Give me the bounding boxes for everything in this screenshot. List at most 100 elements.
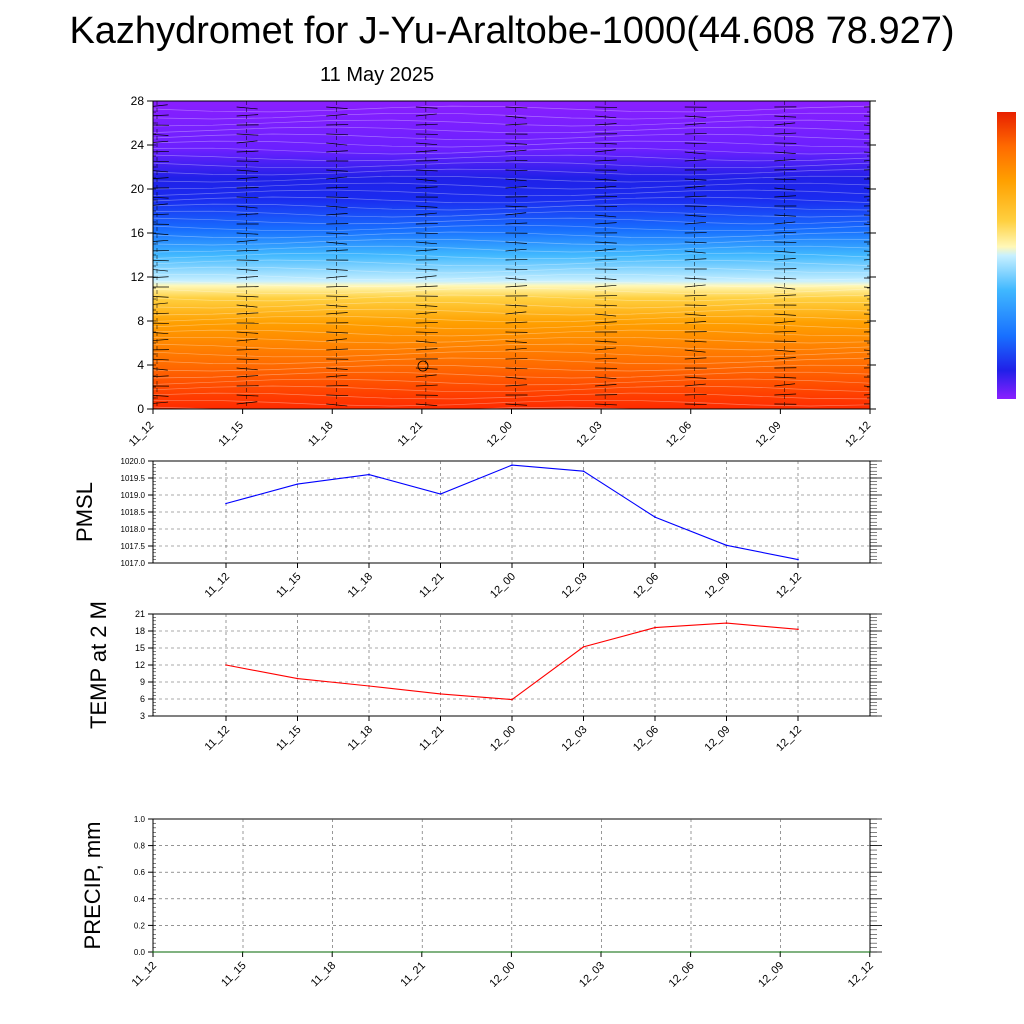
wind-barb: [415, 123, 438, 126]
wind-barb: [505, 205, 528, 208]
wind-barb: [863, 367, 870, 369]
wind-barb: [684, 250, 706, 254]
wind-barb: [863, 187, 870, 189]
wind-barb: [505, 115, 527, 119]
section-xtick-label: 12_09: [754, 419, 784, 449]
wind-barb: [684, 178, 707, 181]
wind-barb: [415, 322, 438, 324]
plot-frame: [152, 613, 871, 717]
wind-barb: [415, 311, 438, 315]
page-title: Kazhydromet for J-Yu-Araltobe-1000(44.60…: [69, 10, 955, 52]
wind-barb: [595, 340, 617, 343]
contour-line: [153, 273, 870, 281]
wind-barb: [595, 205, 618, 208]
wind-barb: [595, 196, 618, 198]
wind-barb: [415, 113, 437, 117]
wind-barb: [684, 321, 707, 324]
ytick-label: 1018.5: [121, 508, 146, 517]
wind-barb: [505, 259, 528, 261]
wind-barb: [774, 320, 796, 324]
wind-barb: [236, 114, 259, 117]
wind-barb: [153, 134, 169, 136]
wind-barb: [415, 186, 438, 189]
wind-barb: [153, 140, 169, 143]
data-point: [689, 951, 692, 953]
wind-barb: [684, 214, 707, 217]
wind-barb: [505, 304, 528, 307]
wind-barb: [684, 403, 707, 405]
wind-barb: [684, 284, 706, 288]
wind-barb: [326, 150, 348, 153]
contour-line: [153, 266, 870, 274]
wind-barb: [684, 376, 707, 379]
section-contours: [153, 105, 870, 409]
wind-barb: [774, 122, 796, 126]
contour-line: [153, 189, 870, 197]
data-point: [439, 693, 442, 695]
section-xtick-label: 11_15: [216, 419, 246, 449]
contour-line: [153, 350, 870, 358]
contour-line: [153, 105, 870, 113]
wind-barb: [236, 133, 259, 136]
data-point: [869, 951, 871, 953]
contour-line: [153, 217, 870, 225]
data-point: [510, 951, 513, 953]
wind-barb: [774, 383, 796, 387]
ytick-label: 18: [135, 626, 145, 636]
xtick-label: 12_09: [703, 571, 733, 601]
wind-barb: [236, 348, 259, 351]
wind-barb: [153, 358, 169, 361]
wind-barb: [684, 349, 706, 353]
wind-barb: [153, 104, 168, 107]
wind-barb: [863, 313, 870, 315]
wind-barb: [153, 395, 169, 397]
wind-barb: [236, 205, 258, 209]
wind-barb: [505, 340, 527, 343]
wind-barb: [326, 241, 348, 245]
wind-barb: [153, 196, 169, 199]
contour-line: [153, 196, 870, 204]
wind-barb: [863, 295, 870, 297]
wind-barb: [595, 284, 617, 288]
wind-barb: [415, 178, 437, 182]
wind-barb: [774, 286, 796, 290]
wind-barb: [326, 113, 348, 117]
data-point: [600, 951, 602, 953]
ytick-label: 1017.0: [121, 559, 146, 568]
wind-barb: [684, 241, 707, 244]
contour-line: [153, 238, 870, 246]
wind-barb: [863, 321, 870, 324]
section-ytick-label: 28: [131, 94, 145, 108]
section-y-axis: 0 4 8 12 16 20 24 28: [131, 94, 876, 416]
calm-wind-marker: [417, 360, 429, 372]
colorbar: [997, 112, 1016, 399]
contour-line: [153, 322, 870, 330]
wind-barb: [236, 295, 259, 298]
wind-barb: [505, 248, 527, 252]
data-point: [511, 698, 513, 701]
wind-barb: [595, 214, 617, 218]
wind-barb: [415, 275, 437, 279]
wind-barb: [774, 376, 797, 379]
data-point: [296, 677, 299, 680]
wind-barb: [153, 151, 169, 153]
wind-barb: [595, 149, 616, 153]
wind-barb: [153, 312, 169, 315]
ytick-label: 21: [135, 609, 145, 619]
xtick-label: 12_09: [703, 724, 733, 754]
data-point: [654, 516, 656, 518]
data-point: [511, 464, 513, 466]
data-point: [582, 646, 585, 648]
wind-barb: [774, 214, 796, 217]
data-point: [797, 628, 799, 631]
wind-barb: [774, 393, 797, 396]
xtick-label: 11_15: [274, 724, 304, 754]
xtick-label: 11_18: [346, 724, 376, 754]
wind-barb: [684, 357, 707, 360]
data-point: [225, 664, 227, 666]
wind-barb: [236, 312, 259, 315]
data-point: [296, 483, 299, 485]
wind-barb: [236, 331, 259, 334]
xtick-label: 11_21: [417, 571, 447, 601]
